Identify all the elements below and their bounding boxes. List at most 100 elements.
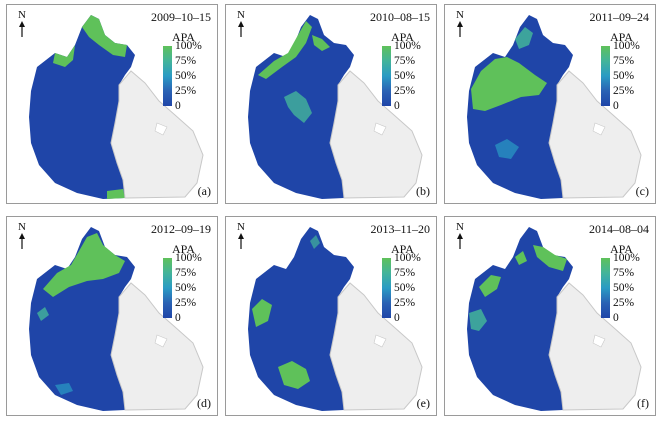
legend-tick: 75% [394,55,416,67]
panel-date: 2010–08–15 [370,10,430,24]
legend-tick: 0 [175,100,181,112]
legend-color-bar [601,46,610,106]
algae-bloom [471,57,547,111]
lake-map [29,227,204,411]
map-panel-d: N 2012–09–19 APA 100% 75% 50% 25% 0 (d) [6,216,218,416]
algae-bloom [533,245,567,271]
north-arrow: N [234,221,248,255]
land-region [329,70,423,199]
north-arrow: N [453,221,467,255]
north-arrow-icon [238,21,244,37]
legend-tick: 100% [613,40,640,52]
legend-tick: 75% [175,55,197,67]
legend-color-bar [163,258,172,318]
legend-tick: 75% [613,55,635,67]
panel-date: 2009–10–15 [151,10,211,24]
legend-tick: 0 [394,312,400,324]
algae-bloom [107,189,125,199]
algae-bloom [284,91,312,123]
island [154,334,168,348]
legend-color-bar [601,258,610,318]
apa-legend: APA 100% 75% 50% 25% 0 [598,242,654,336]
island [592,334,606,348]
legend-tick: 25% [613,297,635,309]
map-panel-e: N 2013–11–20 APA 100% 75% 50% 25% 0 (e) [225,216,437,416]
legend-tick: 100% [613,252,640,264]
land-region [110,282,204,411]
panel-date: 2013–11–20 [370,222,430,236]
algae-bloom [278,361,310,389]
north-arrow-icon [457,233,463,249]
legend-tick: 50% [175,70,197,82]
algae-bloom [515,27,533,49]
north-arrow: N [234,9,248,43]
legend-title: APA [610,242,633,256]
lake-map [248,15,423,199]
north-label: N [237,221,245,233]
north-label: N [456,9,464,21]
legend-title: APA [391,30,414,44]
panel-letter: (e) [416,396,430,410]
island [592,122,606,136]
legend-tick: 75% [613,267,635,279]
algae-bloom [82,15,127,57]
north-arrow: N [453,9,467,43]
legend-tick: 0 [175,312,181,324]
panel-date: 2011–09–24 [589,10,649,24]
legend-tick: 75% [175,267,197,279]
land-region [329,282,423,411]
legend-tick: 0 [613,100,619,112]
north-label: N [456,221,464,233]
panel-date: 2012–09–19 [151,222,211,236]
north-label: N [237,9,245,21]
legend-color-bar [163,46,172,106]
island [373,122,387,136]
algae-bloom [53,45,75,67]
land-region [548,70,642,199]
lake-water [248,227,354,411]
algae-bloom [312,35,330,51]
legend-tick: 100% [394,252,421,264]
north-arrow-icon [19,21,25,37]
lake-map [467,15,642,199]
algae-bloom [515,251,527,265]
algae-bloom [479,275,501,297]
north-arrow-icon [19,233,25,249]
legend-tick: 100% [175,252,202,264]
legend-tick: 25% [394,297,416,309]
legend-tick: 100% [394,40,421,52]
apa-legend: APA 100% 75% 50% 25% 0 [598,30,654,124]
legend-color-bar [382,258,391,318]
legend-tick: 50% [394,282,416,294]
legend-tick: 0 [613,312,619,324]
map-panel-f: N 2014–08–04 APA 100% 75% 50% 25% 0 (f) [444,216,656,416]
legend-tick: 50% [613,282,635,294]
legend-tick: 50% [175,282,197,294]
map-panel-c: N 2011–09–24 APA 100% 75% 50% 25% 0 (c) [444,4,656,204]
legend-tick: 25% [175,297,197,309]
lake-map [467,227,642,411]
north-arrow: N [15,9,29,43]
map-panel-b: N 2010–08–15 APA 100% 75% 50% 25% 0 (b) [225,4,437,204]
panel-letter: (c) [635,184,649,198]
legend-title: APA [172,30,195,44]
island [154,122,168,136]
legend-title: APA [391,242,414,256]
lake-water [467,227,573,411]
legend-tick: 25% [175,85,197,97]
algae-bloom [43,233,125,297]
lake-map [29,15,204,199]
north-arrow-icon [238,233,244,249]
legend-tick: 50% [613,70,635,82]
apa-legend: APA 100% 75% 50% 25% 0 [379,30,435,124]
legend-tick: 100% [175,40,202,52]
panel-letter: (b) [416,184,430,198]
algae-bloom [310,235,320,249]
legend-tick: 0 [394,100,400,112]
north-arrow: N [15,221,29,255]
land-region [110,70,204,199]
legend-title: APA [610,30,633,44]
north-label: N [18,221,26,233]
panel-letter: (d) [197,396,211,410]
